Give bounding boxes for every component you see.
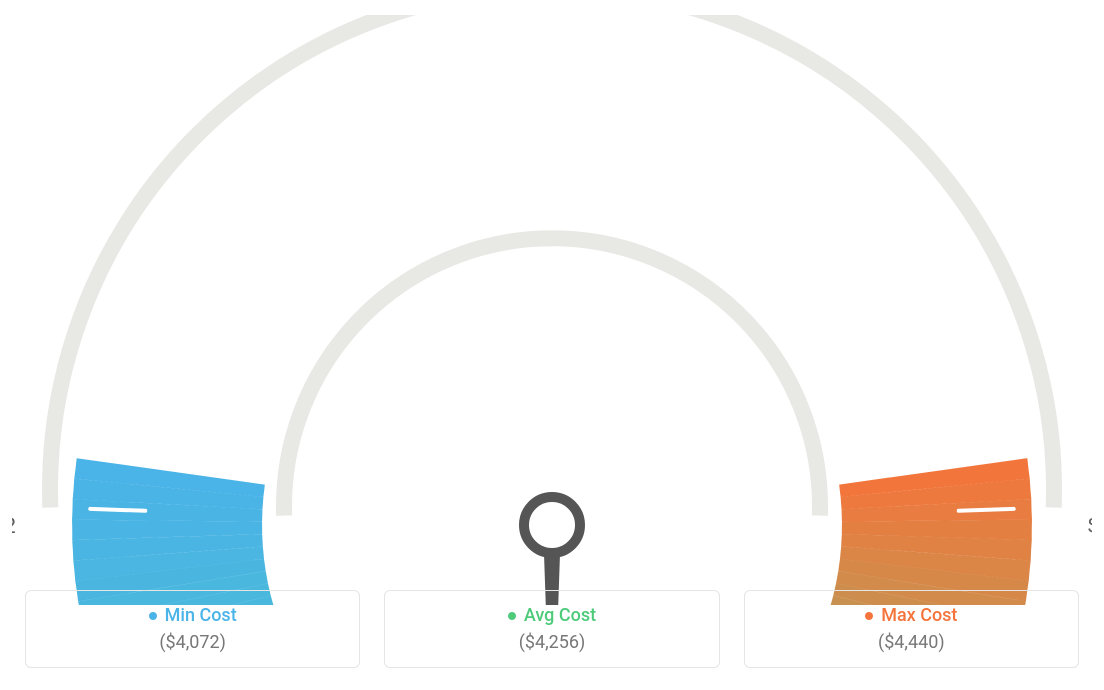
- min-cost-card: Min Cost ($4,072): [25, 590, 360, 668]
- max-cost-label: Max Cost: [881, 605, 957, 626]
- avg-cost-label: Avg Cost: [524, 605, 596, 626]
- avg-cost-card: Avg Cost ($4,256): [384, 590, 719, 668]
- min-cost-label-row: Min Cost: [44, 605, 341, 626]
- max-cost-label-row: Max Cost: [763, 605, 1060, 626]
- min-cost-label: Min Cost: [165, 605, 237, 626]
- chart-container: $4,072$4,118$4,164$4,256$4,317$4,378$4,4…: [0, 0, 1104, 690]
- svg-text:$4,072: $4,072: [12, 513, 16, 538]
- avg-cost-dot-icon: [508, 612, 516, 620]
- avg-cost-value: ($4,256): [403, 632, 700, 653]
- avg-cost-label-row: Avg Cost: [403, 605, 700, 626]
- svg-text:$4,440: $4,440: [1088, 513, 1092, 538]
- max-cost-value: ($4,440): [763, 632, 1060, 653]
- gauge-area: $4,072$4,118$4,164$4,256$4,317$4,378$4,4…: [0, 15, 1104, 595]
- summary-cards: Min Cost ($4,072) Avg Cost ($4,256) Max …: [25, 590, 1079, 668]
- min-cost-dot-icon: [149, 612, 157, 620]
- min-cost-value: ($4,072): [44, 632, 341, 653]
- max-cost-card: Max Cost ($4,440): [744, 590, 1079, 668]
- gauge-svg: $4,072$4,118$4,164$4,256$4,317$4,378$4,4…: [12, 15, 1092, 605]
- max-cost-dot-icon: [865, 612, 873, 620]
